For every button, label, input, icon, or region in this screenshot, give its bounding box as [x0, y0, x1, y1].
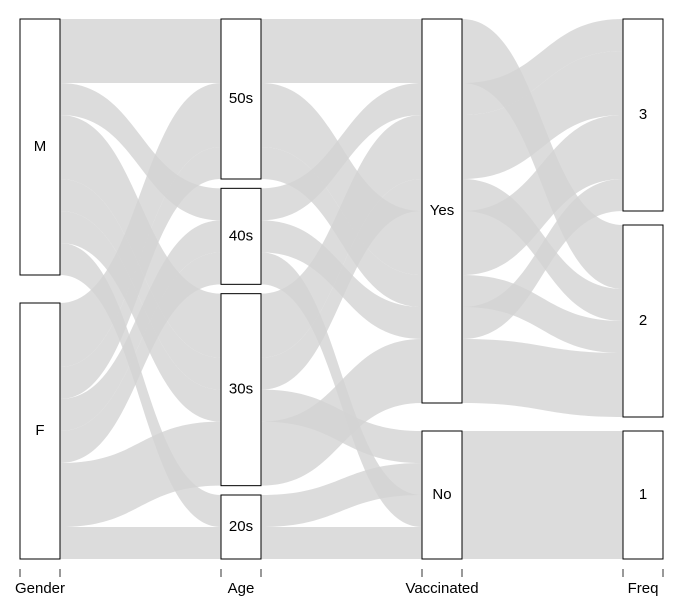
- flow: [462, 19, 623, 115]
- stratum-label: 2: [639, 312, 647, 329]
- flow: [462, 527, 623, 559]
- stratum-label: 30s: [229, 381, 253, 398]
- flow: [462, 431, 623, 463]
- stratum: [622, 224, 664, 418]
- stratum-label: Yes: [430, 202, 454, 219]
- stratum: [622, 18, 664, 212]
- flow: [462, 339, 623, 417]
- flow: [60, 220, 221, 431]
- flow: [462, 51, 623, 179]
- flow: [60, 421, 221, 527]
- axis-label: Vaccinated: [405, 580, 478, 597]
- stratum-label: 20s: [229, 518, 253, 535]
- flow: [261, 527, 422, 559]
- flows: [60, 19, 623, 559]
- flow: [261, 147, 422, 307]
- stratum-label: 1: [639, 486, 647, 503]
- stratum: [421, 18, 463, 404]
- stratum: [220, 187, 262, 285]
- flow: [60, 19, 221, 83]
- axis-label: Gender: [15, 580, 65, 597]
- stratum-label: 40s: [229, 227, 253, 244]
- flow: [261, 83, 422, 275]
- flow: [462, 495, 623, 527]
- axis-label: Age: [228, 580, 255, 597]
- stratum: [19, 302, 61, 560]
- stratum: [220, 18, 262, 180]
- stratum: [220, 293, 262, 487]
- flow: [261, 339, 422, 486]
- flow: [261, 19, 422, 83]
- flow: [261, 220, 422, 339]
- stratum-label: 50s: [229, 90, 253, 107]
- stratum: [622, 430, 664, 560]
- flow: [462, 463, 623, 495]
- stratum-label: 3: [639, 106, 647, 123]
- flow: [462, 115, 623, 275]
- flow: [60, 252, 221, 463]
- stratum-label: F: [35, 422, 44, 439]
- flow: [60, 147, 221, 399]
- stratum-label: M: [34, 138, 47, 155]
- flow: [60, 527, 221, 559]
- stratum-label: No: [432, 486, 451, 503]
- flow: [60, 243, 221, 527]
- stratum: [220, 494, 262, 560]
- stratum: [19, 18, 61, 276]
- flow: [462, 179, 623, 339]
- flow: [60, 83, 221, 367]
- stratum: [421, 430, 463, 560]
- axis-label: Freq: [628, 580, 659, 597]
